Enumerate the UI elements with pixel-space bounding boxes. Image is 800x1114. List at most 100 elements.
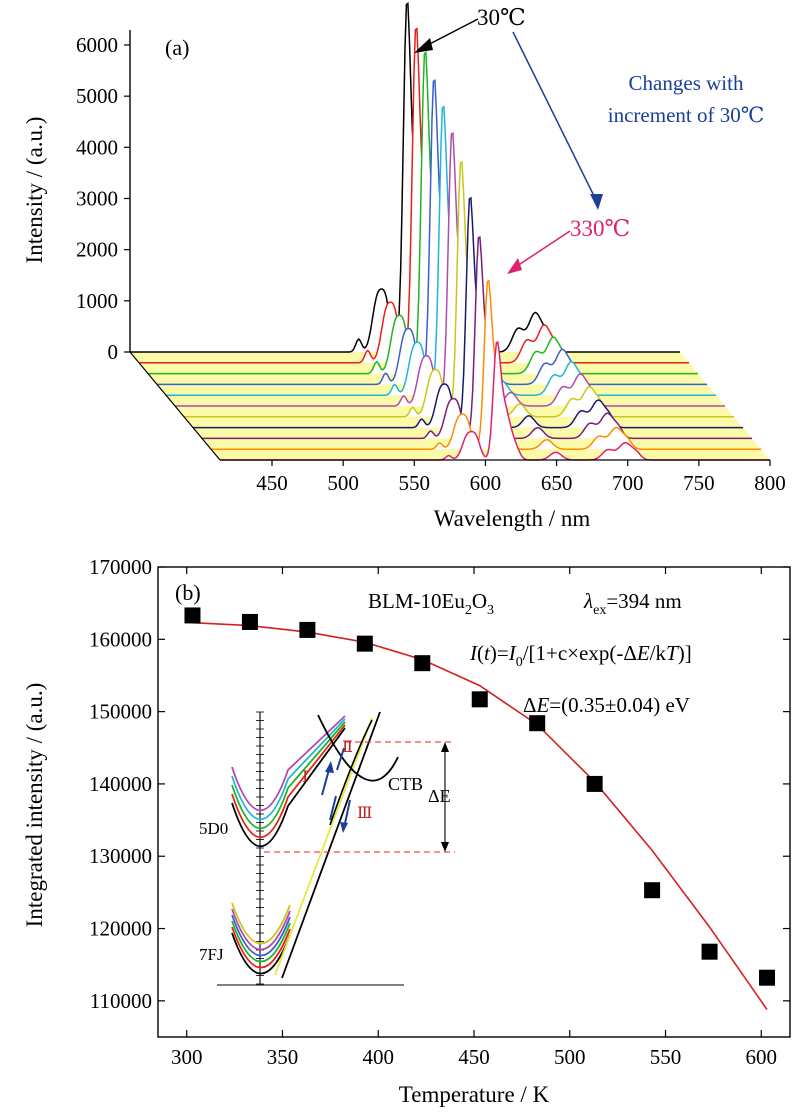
- inset-roman-1: Ⅰ: [302, 769, 308, 786]
- annotation-330c: 330℃: [570, 216, 630, 241]
- inset-7fj-label: 7FJ: [199, 945, 224, 964]
- spectrum-fill: [148, 52, 698, 374]
- ctb-branch-yellow: [274, 717, 373, 976]
- panel-a-y-tick-label: 5000: [76, 84, 118, 108]
- fit-equation: I(t)=I0/[1+c×exp(-ΔE/kT)]: [469, 641, 692, 670]
- inset-delta-label: ΔE: [428, 786, 451, 806]
- data-point: [184, 607, 201, 624]
- spectrum-fill: [130, 3, 680, 353]
- panel-b-x-tick-label: 350: [267, 1045, 299, 1069]
- level-7fj-curve: [231, 926, 291, 969]
- data-point: [644, 882, 661, 899]
- panel-a-floor-edge: [129, 351, 221, 461]
- arrow-change: [512, 31, 597, 201]
- arrow-change-head: [590, 194, 603, 210]
- panel-b-y-tick-label: 160000: [89, 627, 152, 651]
- annotation-note-2: increment of 30℃: [608, 103, 764, 127]
- spectrum-line: [193, 196, 743, 429]
- arrow-process-1-head: [325, 761, 334, 773]
- spectrum-line: [184, 160, 734, 418]
- spectrum-fill: [202, 237, 752, 439]
- data-point: [586, 775, 603, 792]
- panel-a-y-tick-label: 0: [108, 340, 119, 364]
- ctb-connector: [329, 719, 373, 826]
- panel-a-y-tick-label: 1000: [76, 289, 118, 313]
- data-point: [299, 621, 316, 638]
- panel-a-x-tick-label: 550: [399, 471, 431, 495]
- panel-a-x-ticks: 450 500 550 600 650 700 750 800: [256, 460, 786, 495]
- inset-ctb-label: CTB: [388, 774, 423, 794]
- level-7fj-curve: [231, 914, 291, 957]
- panel-b-x-tick-label: 400: [362, 1045, 394, 1069]
- arrow-process-2: [336, 747, 345, 771]
- spectrum-line: [166, 105, 716, 396]
- annotation-30c: 30℃: [477, 5, 526, 30]
- panel-b-x-tick-label: 450: [458, 1045, 490, 1069]
- spectrum-fill: [139, 28, 689, 363]
- data-point: [356, 635, 373, 652]
- panel-a-spectra: [130, 1, 770, 461]
- arrow-process-3-head: [340, 822, 348, 833]
- spectrum-line: [202, 236, 752, 440]
- data-point: [759, 969, 776, 986]
- delta-e-arrow-head-top: [441, 742, 449, 752]
- panel-a: 0 1000 2000 3000 4000 5000 6000 450 500 550 600 65…: [22, 1, 786, 531]
- data-point: [701, 943, 718, 960]
- panel-a-x-tick-label: 700: [612, 471, 644, 495]
- spectrum-fill: [157, 80, 707, 385]
- level-5d0-curve: [231, 727, 346, 848]
- panel-b-x-label: Temperature / K: [399, 1082, 550, 1107]
- spectrum-line: [148, 51, 698, 375]
- panel-b-x-tick-label: 300: [171, 1045, 203, 1069]
- panel-a-x-label: Wavelength / nm: [434, 506, 591, 531]
- inset-5d0-label: 5D0: [199, 819, 228, 838]
- panel-a-x-tick-label: 800: [754, 471, 786, 495]
- arrow-process-3b: [329, 795, 337, 821]
- delta-e-value: ΔE=(0.35±0.04) eV: [523, 693, 690, 717]
- panel-a-y-tick-label: 2000: [76, 238, 118, 262]
- panel-a-x-tick-label: 500: [327, 471, 359, 495]
- panel-a-x-tick-label: 750: [683, 471, 715, 495]
- data-point: [529, 715, 546, 732]
- spectrum-fill: [220, 342, 770, 460]
- sample-name: BLM-10Eu2O3: [368, 589, 494, 618]
- panel-b-x-tick-label: 600: [746, 1045, 778, 1069]
- annotation-note-1: Changes with: [629, 71, 744, 95]
- data-points: [184, 607, 776, 986]
- excitation-label: λex=394 nm: [583, 589, 682, 618]
- panel-b-y-tick-label: 150000: [89, 700, 152, 724]
- panel-b-y-label: Integrated intensity / (a.u.): [22, 683, 47, 928]
- level-5d0-curve: [231, 721, 346, 830]
- spectrum-line: [175, 131, 725, 407]
- panel-a-label: (a): [165, 35, 189, 60]
- panel-a-y-tick-label: 4000: [76, 135, 118, 159]
- panel-b-y-tick-label: 110000: [90, 989, 152, 1013]
- panel-a-x-tick-label: 650: [541, 471, 573, 495]
- level-7fj-curve: [231, 932, 291, 975]
- level-5d0-curve: [231, 718, 346, 821]
- panel-b-label: (b): [175, 580, 201, 605]
- spectrum-line: [130, 1, 680, 353]
- panel-b-x-tick-label: 500: [554, 1045, 586, 1069]
- arrow-330c-head: [507, 258, 522, 274]
- panel-b-ticks: 300 350 400 450 500 550 600 110000 120000 130000 1…: [89, 555, 790, 1069]
- panel-b-x-tick-label: 550: [650, 1045, 682, 1069]
- spectrum-fill: [166, 106, 716, 396]
- level-7fj-curve: [231, 920, 291, 963]
- fit-curve: [192, 621, 768, 1010]
- level-5d0-curve: [231, 715, 346, 812]
- spectrum-fill: [193, 198, 743, 428]
- data-point: [241, 613, 258, 630]
- level-5d0-curve: [231, 724, 346, 839]
- spectrum-line: [157, 78, 707, 386]
- panel-a-y-label: Intensity / (a.u.): [22, 117, 47, 264]
- panel-b-y-tick-label: 130000: [89, 844, 152, 868]
- panel-a-y-ticks: 0 1000 2000 3000 4000 5000 6000: [76, 33, 130, 364]
- spectrum-fill: [175, 133, 725, 406]
- data-point: [414, 655, 431, 672]
- panel-a-x-tick-label: 450: [256, 471, 288, 495]
- inset-roman-2: Ⅱ: [342, 739, 353, 756]
